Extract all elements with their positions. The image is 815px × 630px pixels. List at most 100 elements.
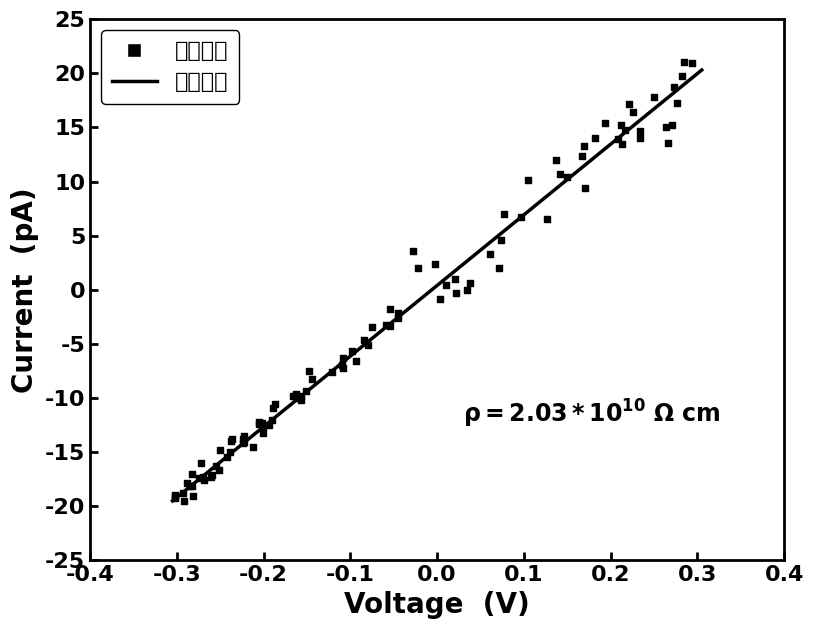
- Point: [357, 335, 370, 345]
- Point: [661, 138, 674, 148]
- Point: [290, 393, 303, 403]
- Point: [238, 437, 251, 447]
- Point: [429, 259, 442, 269]
- Point: [553, 169, 566, 179]
- Point: [256, 418, 269, 428]
- Point: [439, 280, 452, 290]
- Point: [186, 481, 199, 491]
- Point: [247, 442, 260, 452]
- Point: [267, 403, 280, 413]
- Point: [269, 399, 282, 409]
- Point: [575, 151, 588, 161]
- Point: [336, 362, 349, 372]
- Point: [192, 473, 205, 483]
- Point: [623, 98, 636, 108]
- Point: [498, 209, 511, 219]
- Point: [611, 134, 624, 144]
- Point: [578, 141, 591, 151]
- Point: [289, 389, 302, 399]
- Point: [181, 478, 194, 488]
- Point: [253, 419, 266, 429]
- Point: [169, 493, 182, 503]
- Point: [561, 171, 574, 181]
- X-axis label: Voltage  (V): Voltage (V): [344, 591, 530, 619]
- Point: [450, 289, 463, 299]
- Point: [391, 313, 404, 323]
- Point: [627, 107, 640, 117]
- Point: [346, 345, 359, 355]
- Point: [337, 353, 350, 363]
- Point: [384, 304, 397, 314]
- Point: [223, 447, 236, 457]
- Point: [492, 263, 505, 273]
- Point: [384, 321, 397, 331]
- Point: [236, 434, 249, 444]
- Point: [540, 214, 553, 224]
- Point: [224, 436, 237, 446]
- Point: [186, 469, 199, 479]
- Point: [648, 92, 661, 102]
- Point: [253, 417, 266, 427]
- Point: [483, 249, 496, 259]
- Point: [176, 488, 189, 498]
- Point: [448, 273, 461, 284]
- Point: [194, 458, 207, 468]
- Point: [263, 420, 276, 430]
- Point: [294, 391, 307, 401]
- Point: [676, 71, 689, 81]
- Point: [579, 183, 592, 193]
- Point: [464, 278, 477, 288]
- Point: [256, 428, 269, 438]
- Point: [619, 125, 632, 135]
- Point: [221, 452, 234, 462]
- Point: [667, 81, 680, 91]
- Point: [226, 434, 239, 444]
- Point: [183, 481, 196, 491]
- Text: $\mathbf{\rho=2.03*10^{10}\ \Omega\ cm}$: $\mathbf{\rho=2.03*10^{10}\ \Omega\ cm}$: [463, 398, 720, 430]
- Point: [197, 475, 210, 485]
- Point: [633, 127, 646, 137]
- Point: [615, 120, 628, 130]
- Point: [326, 367, 339, 377]
- Point: [615, 139, 628, 149]
- Point: [196, 472, 209, 483]
- Point: [303, 366, 316, 376]
- Point: [213, 445, 226, 455]
- Point: [392, 309, 405, 319]
- Point: [177, 496, 190, 506]
- Point: [236, 438, 249, 449]
- Point: [350, 356, 363, 366]
- Point: [206, 469, 219, 479]
- Point: [306, 374, 319, 384]
- Point: [187, 491, 200, 501]
- Point: [494, 235, 507, 245]
- Point: [213, 465, 226, 475]
- Point: [237, 430, 250, 440]
- Point: [549, 154, 562, 164]
- Point: [299, 386, 312, 396]
- Point: [460, 285, 474, 295]
- Point: [294, 395, 307, 405]
- Point: [204, 472, 217, 482]
- Point: [209, 461, 222, 471]
- Point: [588, 133, 601, 143]
- Y-axis label: Current  (pA): Current (pA): [11, 187, 39, 392]
- Point: [406, 246, 419, 256]
- Point: [522, 175, 535, 185]
- Point: [379, 320, 392, 330]
- Point: [169, 490, 182, 500]
- Point: [257, 422, 270, 432]
- Point: [266, 415, 279, 425]
- Point: [598, 118, 611, 129]
- Point: [169, 491, 182, 501]
- Point: [288, 391, 301, 401]
- Point: [412, 263, 425, 273]
- Point: [365, 321, 378, 331]
- Point: [659, 122, 672, 132]
- Point: [434, 294, 447, 304]
- Point: [361, 340, 374, 350]
- Point: [286, 391, 299, 401]
- Legend: 实验数据, 拟合结果: 实验数据, 拟合结果: [101, 30, 239, 103]
- Point: [514, 212, 527, 222]
- Point: [633, 134, 646, 144]
